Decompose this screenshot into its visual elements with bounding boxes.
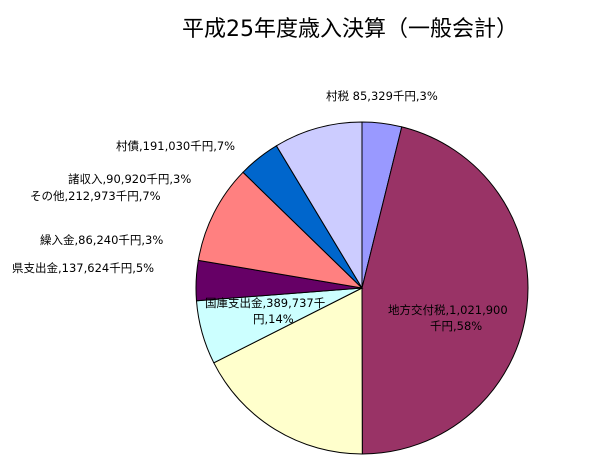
slice-label-1: 村税 85,329千円,3% [326,89,438,103]
pie-slice-2 [361,126,529,455]
slice-label-7: 諸収入,90,920千円,3% [68,172,191,186]
slice-label-6: その他,212,973千円,7% [30,189,161,203]
pie-slice-3 [213,287,363,455]
slice-label-3: 国庫支出金,389,737千円,14% [205,296,325,326]
chart-title: 平成25年度歳入決算（一般会計） [182,17,518,42]
slice-label-5: 繰入金,86,240千円,3% [40,233,163,247]
pie-slice-6 [197,171,364,289]
slice-label-2: 地方交付税,1,021,900 千円,58% [388,303,508,333]
pie-slices [195,121,529,455]
slice-label-8: 村債,191,030千円,7% [116,139,235,153]
slice-label-4: 県支出金,137,624千円,5% [12,261,154,275]
slice-labels: 村税 85,329千円,3% 地方交付税,1,021,900 千円,58% 国庫支出金… [12,89,508,333]
pie-slice-8 [275,121,363,290]
